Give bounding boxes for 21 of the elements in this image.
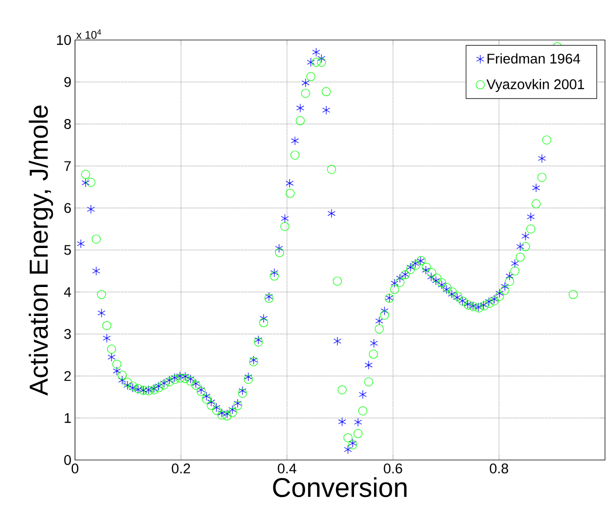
y-tick-label: 6 — [64, 203, 71, 213]
x-tick-label: 0 — [72, 464, 78, 474]
y-tick-label: 1 — [64, 413, 71, 423]
y-tick-label: 9 — [64, 77, 71, 87]
x-tick-label: 0.2 — [172, 464, 190, 474]
y-tick-label: 4 — [64, 287, 72, 297]
text: x 10$^{4}$ — [76, 29, 102, 39]
x-axis-title: Conversion — [273, 477, 407, 498]
y-tick-label: 7 — [64, 161, 71, 171]
y-tick-label: 10 — [56, 35, 71, 45]
y-axis-title: Activation Energy, J/mole — [28, 105, 54, 396]
x-tick-label: 0.6 — [384, 464, 402, 474]
y-tick-label: 0 — [64, 455, 71, 465]
legend-label: Friedman 1964 — [488, 53, 580, 64]
x-tick-label: 0.4 — [278, 464, 296, 474]
legend-label: Vyazovkin 2001 — [486, 78, 584, 92]
x-tick-label: 0.8 — [490, 464, 508, 474]
y-tick-label: 3 — [64, 329, 71, 339]
y-tick-label: 2 — [64, 371, 71, 381]
y-tick-label: 8 — [64, 119, 71, 129]
y-tick-label: 5 — [64, 245, 71, 255]
